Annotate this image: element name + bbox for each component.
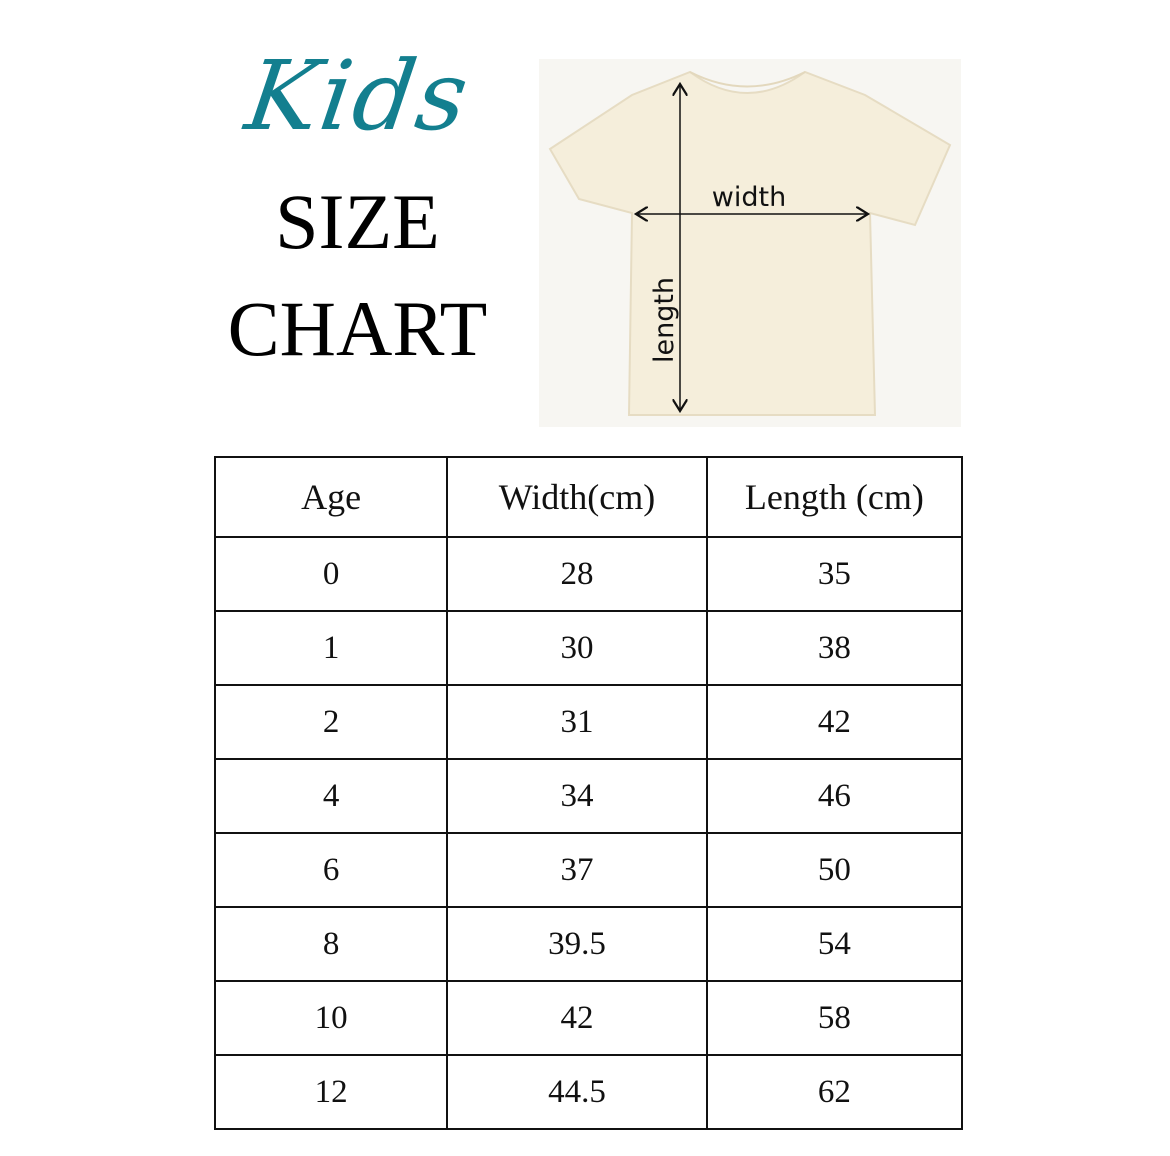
length-label: length xyxy=(649,277,680,363)
width-cell: 44.5 xyxy=(446,1054,708,1130)
length-cell: 58 xyxy=(705,980,964,1056)
table-row: 4 34 46 xyxy=(213,758,964,834)
width-cell: 37 xyxy=(446,832,708,908)
length-cell: 42 xyxy=(705,684,964,760)
width-cell: 34 xyxy=(446,758,708,834)
width-cell: 39.5 xyxy=(446,906,708,982)
table-row: 12 44.5 62 xyxy=(213,1054,964,1130)
age-cell: 4 xyxy=(213,758,449,834)
chart-title: CHART xyxy=(227,285,488,372)
table-row: 0 28 35 xyxy=(213,536,964,612)
table-row: 6 37 50 xyxy=(213,832,964,908)
length-cell: 38 xyxy=(705,610,964,686)
tshirt-shape xyxy=(548,70,952,416)
tshirt-diagram: width length xyxy=(539,59,961,427)
width-label: width xyxy=(712,182,786,213)
age-cell: 1 xyxy=(213,610,449,686)
age-cell: 6 xyxy=(213,832,449,908)
table-row: 8 39.5 54 xyxy=(213,906,964,982)
length-cell: 62 xyxy=(705,1054,964,1130)
width-cell: 28 xyxy=(446,536,708,612)
length-cell: 46 xyxy=(705,758,964,834)
table-row: 1 30 38 xyxy=(213,610,964,686)
width-cell: 31 xyxy=(446,684,708,760)
length-cell: 50 xyxy=(705,832,964,908)
age-cell: 10 xyxy=(213,980,449,1056)
size-title: SIZE xyxy=(275,178,440,265)
width-cell: 30 xyxy=(446,610,708,686)
table-header-row: Age Width(cm) Length (cm) xyxy=(213,456,964,538)
width-cell: 42 xyxy=(446,980,708,1056)
length-cell: 35 xyxy=(705,536,964,612)
table-row: 2 31 42 xyxy=(213,684,964,760)
header-length: Length (cm) xyxy=(705,456,964,538)
age-cell: 0 xyxy=(213,536,449,612)
header-width: Width(cm) xyxy=(446,456,708,538)
age-cell: 2 xyxy=(213,684,449,760)
age-cell: 8 xyxy=(213,906,449,982)
table-row: 10 42 58 xyxy=(213,980,964,1056)
age-cell: 12 xyxy=(213,1054,449,1130)
header-age: Age xyxy=(213,456,449,538)
length-cell: 54 xyxy=(705,906,964,982)
kids-title: Kids xyxy=(239,40,477,152)
